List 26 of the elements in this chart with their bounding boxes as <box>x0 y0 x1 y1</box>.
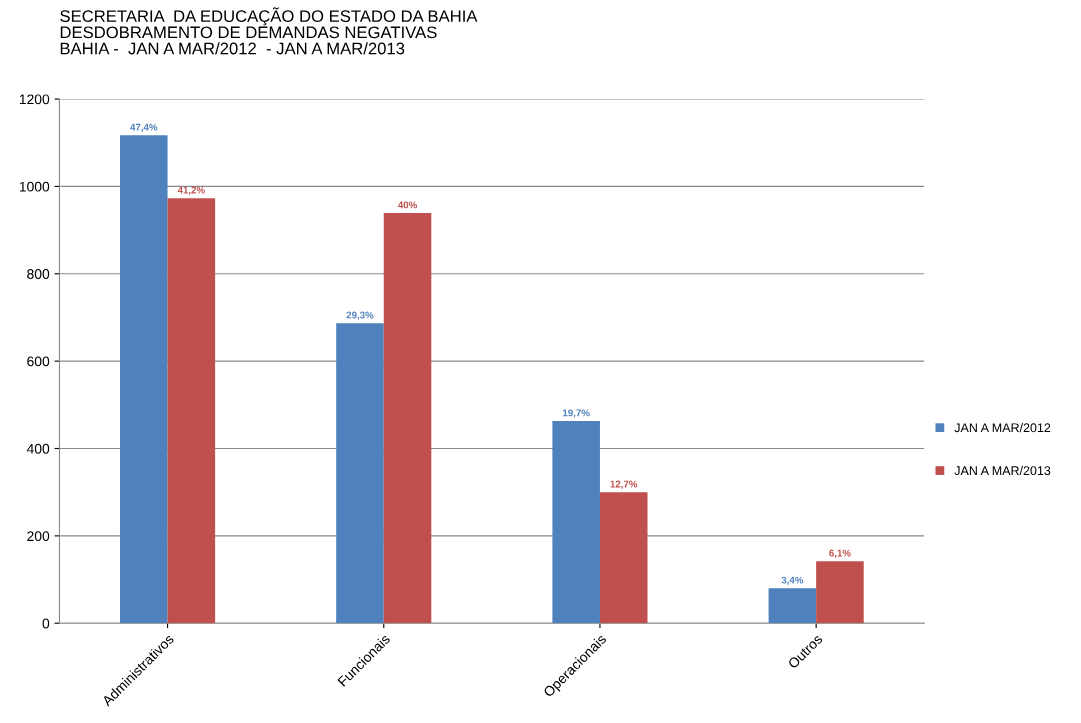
legend-label: JAN A MAR/2012 <box>954 422 1051 433</box>
y-tick-label: 400 <box>26 443 50 454</box>
annotation: 19,7% <box>563 409 590 418</box>
y-tick-label: 800 <box>27 269 50 279</box>
bar <box>383 213 432 624</box>
chart-title: SECRETARIA DA EDUCAÇÃO DO ESTADO DA BAHIA DESDOBRAMENTO DE DEMANDAS NEGATIVAS BAHIA - JAN A MAR/2012 - JAN A MAR/2013 <box>60 7 478 55</box>
bar <box>816 561 864 624</box>
annotation: 29,3% <box>346 311 374 320</box>
y-tick-label: 0 <box>42 618 50 629</box>
annotation: 40% <box>397 201 418 209</box>
bar <box>552 420 600 624</box>
annotation: 41,2% <box>177 186 205 195</box>
y-tick-label: 600 <box>27 356 50 367</box>
bar <box>167 198 216 624</box>
bar <box>768 588 817 624</box>
y-tick-label: 1000 <box>19 181 50 192</box>
annotation: 6,1% <box>829 549 851 558</box>
y-tick-label: 1200 <box>19 94 50 105</box>
legend-label: JAN A MAR/2013 <box>954 465 1051 476</box>
annotation: 12,7% <box>610 480 638 489</box>
bar <box>336 323 384 624</box>
bar <box>119 135 168 624</box>
bar <box>599 492 648 624</box>
y-tick-label: 200 <box>27 531 50 542</box>
annotation: 47,4% <box>130 123 158 133</box>
annotation: 3,4% <box>781 576 804 585</box>
